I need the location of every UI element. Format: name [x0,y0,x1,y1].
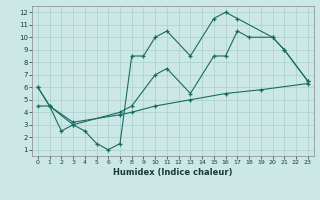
X-axis label: Humidex (Indice chaleur): Humidex (Indice chaleur) [113,168,233,177]
